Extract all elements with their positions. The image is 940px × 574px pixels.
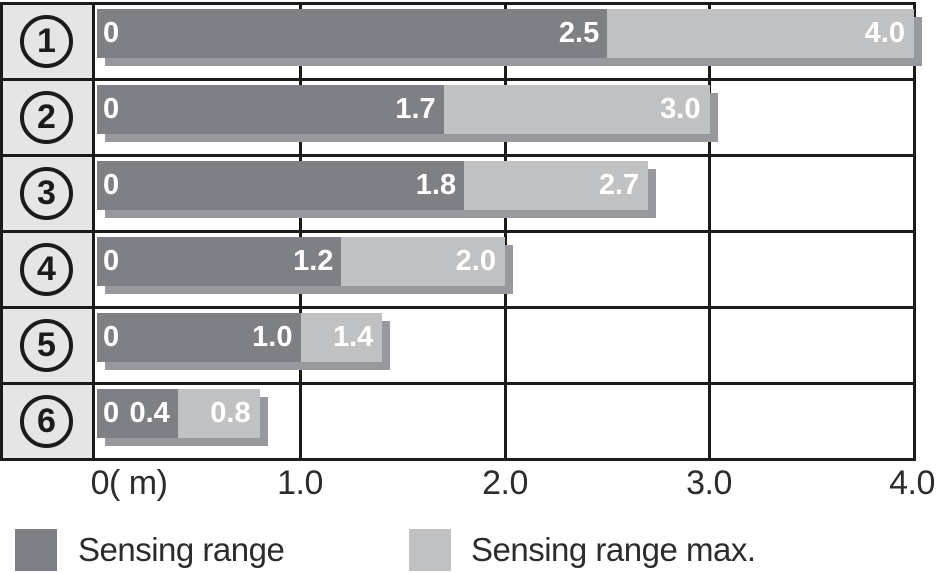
row-number-badge: 5 [20,319,73,372]
bar-value-label: 2.0 [455,245,496,277]
chart-area: 1 0 2.5 4.0 2 0 1.7 3.0 3 0 1.8 2.7 4 0 1.2 2.0 5 0 1.0 1.4… [0,2,922,461]
legend-label-sensing-range-max: Sensing range max. [471,531,756,568]
row-border [0,458,916,461]
row-border [0,382,916,385]
x-axis: 0( m) 1.0 2.0 3.0 4.0 [0,462,940,510]
x-axis-tick-label: 4.0 [889,464,935,502]
bar-value-label: 1.8 [415,169,457,201]
sensing-range-bar [97,237,342,286]
x-axis-tick-label: 3.0 [686,464,732,502]
sensing-range-bar [97,389,178,438]
row-border [0,78,916,81]
row-border [0,306,916,309]
bar-value-label: 1.2 [293,245,334,277]
row-border [0,230,916,233]
bar-value-label: 1.0 [252,321,293,353]
row-number-badge: 4 [20,243,73,296]
bar-value-label: 3.0 [660,93,701,125]
bar-value-label: 2.7 [598,169,640,201]
bar-zero-label: 0 [103,397,120,429]
x-axis-tick-label: 2.0 [482,464,528,502]
bar-zero-label: 0 [103,321,120,353]
bar-zero-label: 0 [103,169,120,201]
x-axis-tick-label: 0( m) [90,464,168,502]
x-axis-tick-label: 1.0 [277,464,323,502]
bar-value-label: 0.8 [210,397,251,429]
bar-value-label: 1.4 [332,321,374,353]
bar-value-label: 0.4 [129,397,170,429]
sensing-range-bar [97,313,301,362]
legend-swatch-sensing-range-max [409,529,451,571]
row-number-badge: 1 [20,15,73,68]
row-number-badge: 6 [20,395,73,448]
bar-value-label: 4.0 [864,17,905,49]
sensing-range-bar [97,9,608,58]
bar-zero-label: 0 [103,17,120,49]
bar-zero-label: 0 [103,245,120,277]
row-border [0,154,916,157]
bar-value-label: 2.5 [558,17,600,49]
bar-value-label: 1.7 [395,93,436,125]
bar-zero-label: 0 [103,93,120,125]
row-number-badge: 3 [20,167,73,220]
sensing-range-bar [97,85,444,134]
legend: Sensing range Sensing range max. [0,526,940,574]
row-border [0,2,916,5]
sensing-range-bar [97,161,465,210]
legend-label-sensing-range: Sensing range [78,531,285,568]
row-number-badge: 2 [20,91,73,144]
legend-swatch-sensing-range [15,529,57,571]
